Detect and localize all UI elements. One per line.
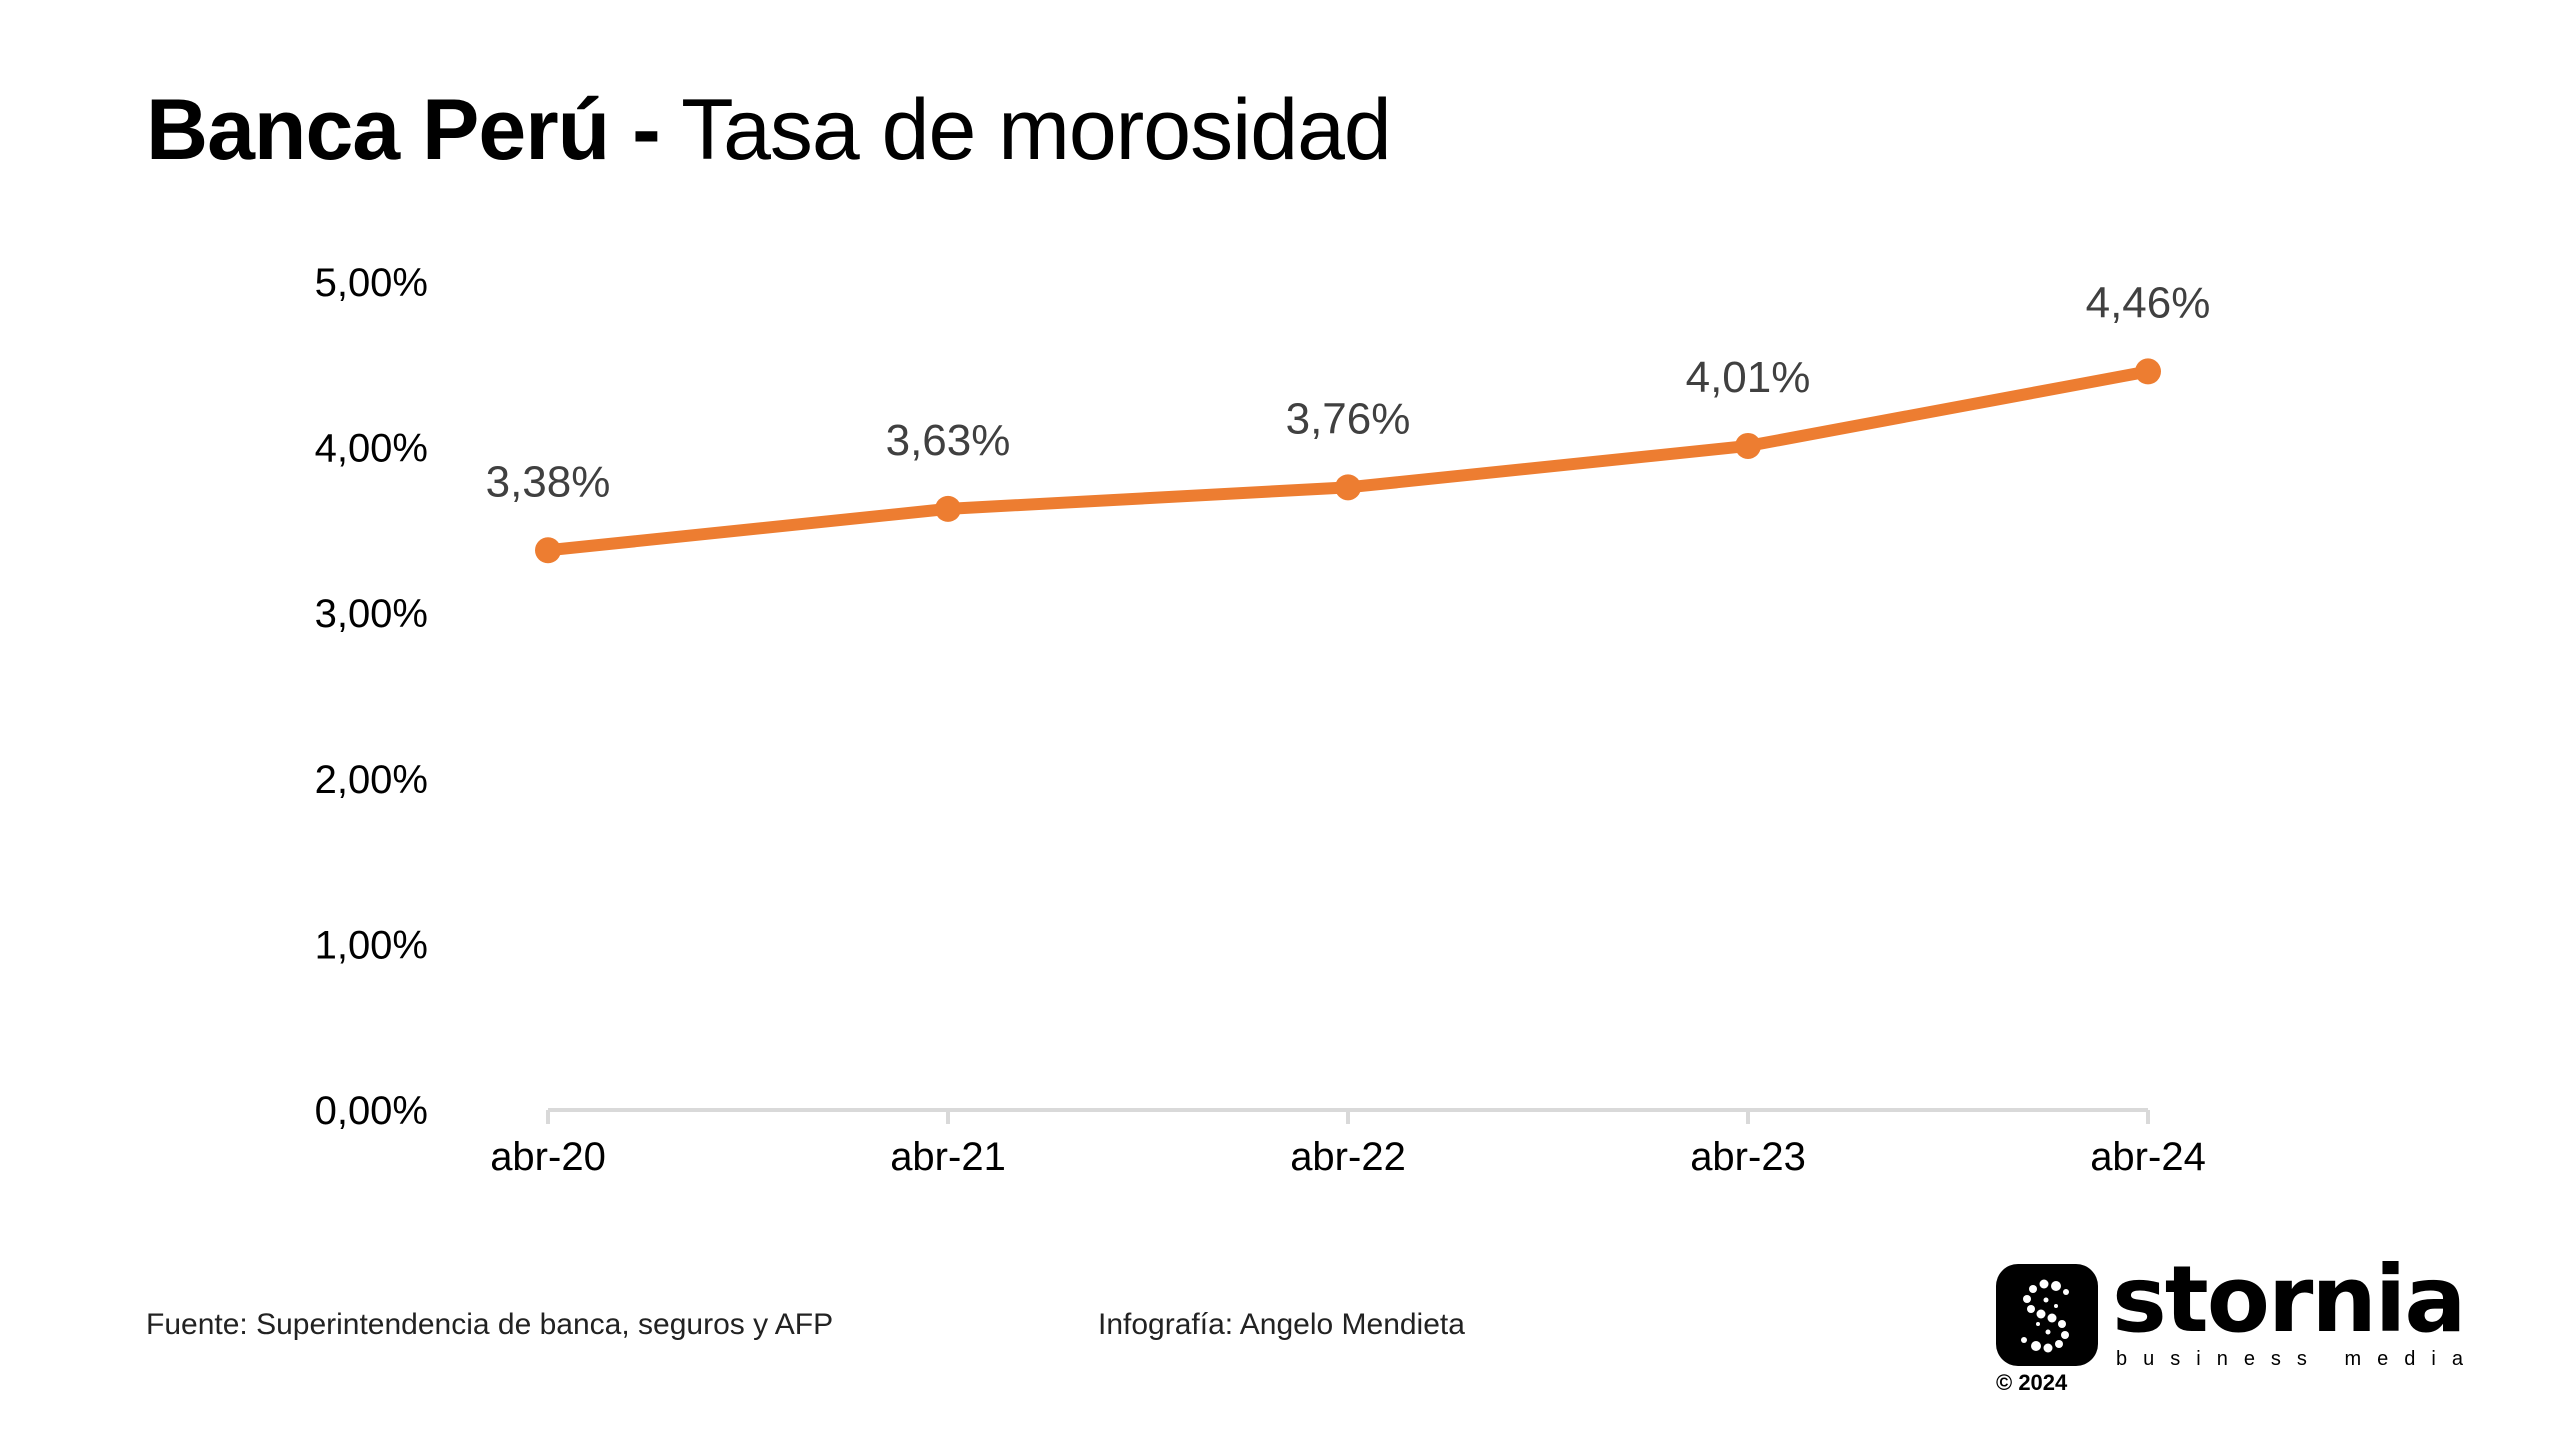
- data-label: 4,01%: [1686, 353, 1811, 402]
- source-note: Fuente: Superintendencia de banca, segur…: [146, 1308, 834, 1341]
- y-tick-label: 5,00%: [315, 261, 428, 305]
- x-tick-label: abr-21: [890, 1135, 1006, 1179]
- data-point: [1335, 474, 1361, 501]
- logo-tagline: business media: [2116, 1348, 2479, 1370]
- x-tick-label: abr-24: [2090, 1135, 2206, 1179]
- logo-copyright: © 2024: [1996, 1370, 2068, 1395]
- title-regular: Tasa de morosidad: [681, 82, 1392, 178]
- x-tick-label: abr-20: [490, 1135, 606, 1179]
- title-bold: Banca Perú -: [146, 82, 661, 178]
- line-chart: 0,00% 1,00% 2,00% 3,00% 4,00% 5,00% abr-20 abr-…: [315, 261, 2211, 1179]
- x-tick-label: abr-22: [1290, 1135, 1406, 1179]
- y-tick-label: 0,00%: [315, 1089, 428, 1133]
- y-tick-label: 3,00%: [315, 592, 428, 636]
- logo-wordmark: stornia: [2112, 1246, 2466, 1353]
- data-point: [1735, 432, 1761, 459]
- data-label: 3,63%: [886, 416, 1011, 465]
- data-label: 3,76%: [1286, 394, 1411, 443]
- y-tick-label: 1,00%: [315, 923, 428, 967]
- data-label: 3,38%: [486, 457, 611, 506]
- data-point: [2135, 358, 2161, 385]
- x-tick-label: abr-23: [1690, 1135, 1806, 1179]
- data-point: [535, 537, 561, 564]
- credit-note: Infografía: Angelo Mendieta: [1098, 1308, 1465, 1341]
- stornia-logo: stornia business media © 2024: [1996, 1250, 2466, 1396]
- chart-title: Banca Perú - Tasa de morosidad: [146, 80, 1392, 180]
- data-point: [935, 495, 961, 522]
- data-label: 4,46%: [2086, 278, 2211, 327]
- stornia-s-icon: [1996, 1264, 2098, 1366]
- y-tick-label: 4,00%: [315, 427, 428, 471]
- y-tick-label: 2,00%: [315, 758, 428, 802]
